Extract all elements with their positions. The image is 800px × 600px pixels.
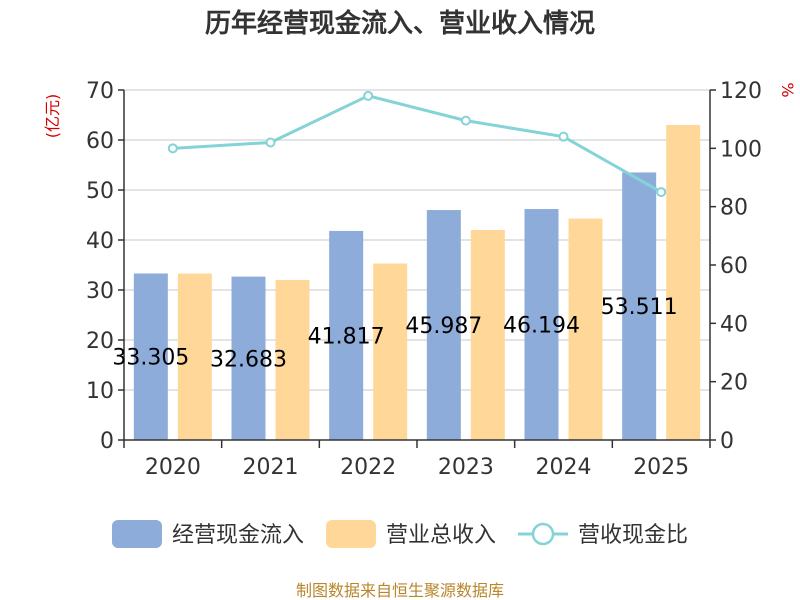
legend-label: 营收现金比 [578,523,688,548]
x-tick-label-2022: 2022 [340,455,396,480]
right-tick-label-20: 20 [720,371,748,396]
data-label-2020: 33.305 [112,346,189,371]
line-point-2020 [167,143,178,154]
x-tick-label-2020: 2020 [145,455,201,480]
legend-item-0: 经营现金流入 [111,520,304,548]
line-point-2024 [558,131,569,142]
legend-bar-swatch [111,520,162,548]
bar-0-2023 [426,210,461,440]
grid-lines [124,89,710,441]
x-tick-label-2024: 2024 [536,455,592,480]
right-tick-label-80: 80 [720,196,748,221]
legend-circle-swatch [531,522,555,546]
x-tick-label-2023: 2023 [438,455,494,480]
line-point-2021 [265,137,276,148]
left-tick-label-0: 0 [100,429,114,454]
left-tick-label-60: 60 [86,129,114,154]
left-tick-label-70: 70 [86,79,114,104]
source-note: 制图数据来自恒生聚源数据库 [296,581,504,600]
legend-item-2: 营收现金比 [518,522,688,548]
bar-1-2020 [177,273,212,440]
x-tick-label-2025: 2025 [633,455,689,480]
legend-bar-swatch [325,520,376,548]
data-label-2021: 32.683 [210,347,287,372]
left-tick-label-40: 40 [86,229,114,254]
legend-item-1: 营业总收入 [325,520,496,548]
line-series-0 [172,94,662,194]
bar-1-2021 [275,280,310,440]
bars-layer [133,125,701,440]
data-label-2024: 46.194 [503,314,580,339]
chart-title: 历年经营现金流入、营业收入情况 [205,8,595,39]
bar-0-2025 [622,172,657,440]
bar-1-2022 [373,263,408,440]
axes-layer: 0 10 20 30 40 50 60 70 0 20 40 60 80 100 120 2020 2021 20… [86,79,762,480]
left-tick-label-50: 50 [86,179,114,204]
bar-0-2024 [524,209,559,440]
right-tick-label-40: 40 [720,312,748,337]
data-labels-layer: 33.305 32.683 41.817 45.987 46.194 53.511 [112,295,677,372]
left-tick-label-30: 30 [86,279,114,304]
x-tick-label-2021: 2021 [243,455,299,480]
right-tick-label-100: 100 [720,137,762,162]
right-axis-unit: % [778,82,797,97]
bar-0-2022 [329,230,364,440]
bar-1-2025 [666,125,701,440]
bar-1-2024 [568,218,603,440]
right-tick-label-120: 120 [720,79,762,104]
data-label-2023: 45.987 [405,314,482,339]
left-tick-label-10: 10 [86,379,114,404]
data-label-2025: 53.511 [601,295,678,320]
left-tick-label-20: 20 [86,329,114,354]
legend-label: 经营现金流入 [172,523,304,548]
line-point-2025 [656,187,667,198]
legend-label: 营业总收入 [386,523,496,548]
right-tick-label-0: 0 [720,429,734,454]
line-point-2023 [460,115,471,126]
left-axis-unit: (亿元) [43,94,62,139]
right-tick-label-60: 60 [720,254,748,279]
line-point-2022 [363,90,374,101]
data-label-2022: 41.817 [308,324,385,349]
bar-1-2023 [470,230,505,440]
bar-0-2020 [133,273,168,440]
line-layer [167,90,667,198]
legend: 经营现金流入 营业总收入 营收现金比 [111,520,688,548]
bar-0-2021 [231,276,266,440]
